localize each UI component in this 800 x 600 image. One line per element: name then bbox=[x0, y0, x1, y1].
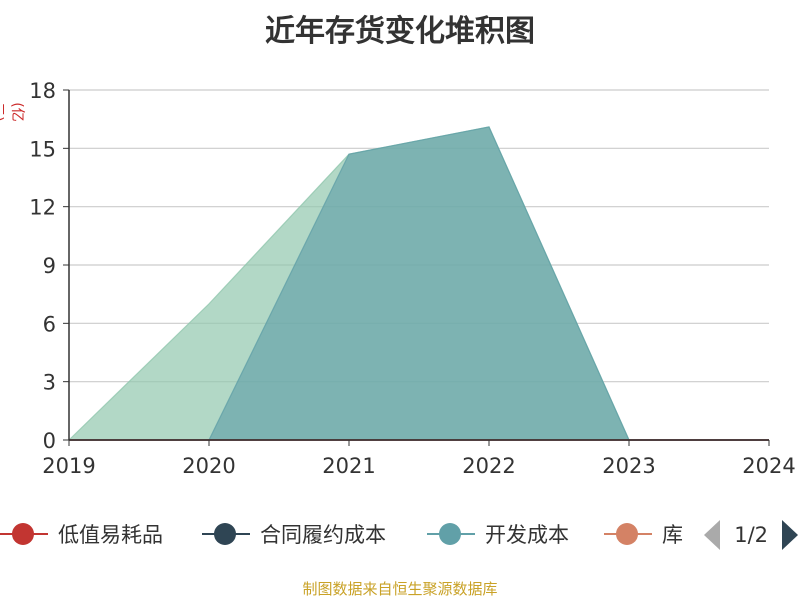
data-source-note: 制图数据来自恒生聚源数据库 bbox=[302, 580, 498, 598]
legend-symbol-icon bbox=[0, 518, 48, 550]
y-tick-label: 12 bbox=[29, 196, 56, 220]
previous-page-icon[interactable] bbox=[704, 520, 721, 550]
y-tick-label: 15 bbox=[29, 137, 56, 161]
x-tick-label: 2019 bbox=[42, 454, 95, 478]
legend-dot-icon bbox=[616, 523, 638, 545]
chart-legend: 低值易耗品 合同履约成本 开发成本 库 bbox=[0, 518, 800, 550]
legend-page-indicator: 1/2 bbox=[734, 523, 768, 547]
legend-item-contract-performance-cost[interactable]: 合同履约成本 bbox=[202, 518, 386, 550]
chart-title: 近年存货变化堆积图 bbox=[265, 14, 535, 49]
x-tick-label: 2021 bbox=[322, 454, 375, 478]
y-tick-label: 9 bbox=[43, 254, 56, 278]
x-tick-label: 2023 bbox=[602, 454, 655, 478]
x-tick-label: 2020 bbox=[182, 454, 235, 478]
legend-label: 开发成本 bbox=[485, 523, 569, 547]
legend-symbol-icon bbox=[427, 518, 475, 550]
legend-dot-icon bbox=[214, 523, 236, 545]
legend-dot-icon bbox=[439, 523, 461, 545]
legend-symbol-icon bbox=[604, 518, 652, 550]
legend-pager: 1/2 bbox=[704, 519, 800, 551]
legend-symbol-icon bbox=[202, 518, 250, 550]
y-tick-label: 3 bbox=[43, 371, 56, 395]
legend-label: 低值易耗品 bbox=[58, 523, 163, 547]
y-tick-label: 18 bbox=[29, 79, 56, 103]
legend-label: 库 bbox=[662, 523, 683, 547]
legend-item-development-cost[interactable]: 开发成本 bbox=[427, 518, 569, 550]
legend-label: 合同履约成本 bbox=[260, 523, 386, 547]
legend-item-low-value-consumables[interactable]: 低值易耗品 bbox=[0, 518, 163, 550]
next-page-icon[interactable] bbox=[782, 520, 798, 550]
x-tick-label: 2022 bbox=[462, 454, 515, 478]
y-tick-label: 0 bbox=[43, 429, 56, 453]
legend-dot-icon bbox=[12, 523, 34, 545]
legend-item-inventory-goods[interactable]: 库 bbox=[604, 518, 683, 550]
series-area-2 bbox=[69, 126, 769, 440]
y-tick-label: 6 bbox=[43, 312, 56, 336]
x-tick-label: 2024 bbox=[742, 454, 795, 478]
